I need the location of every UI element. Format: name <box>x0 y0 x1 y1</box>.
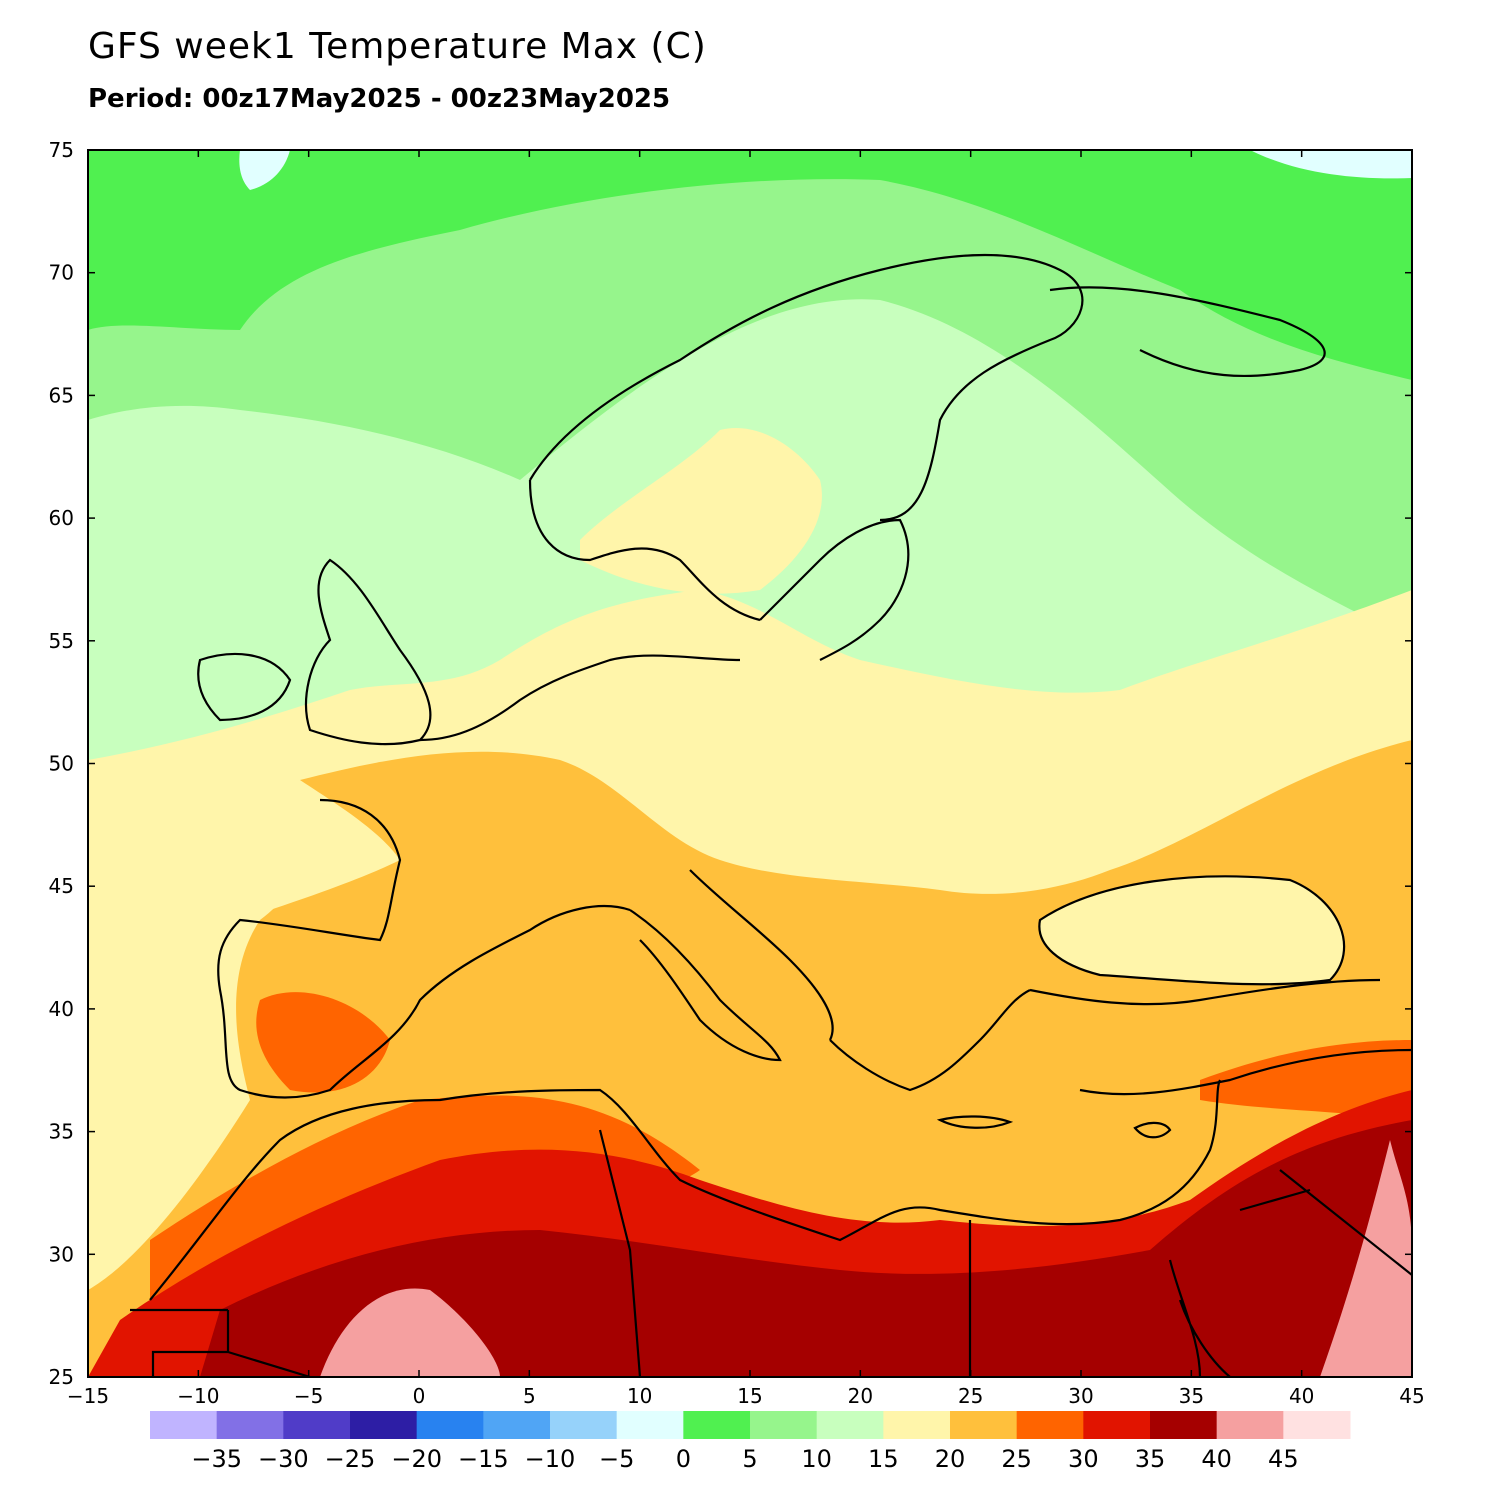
legend-swatch <box>350 1411 418 1439</box>
map-title: GFS week1 Temperature Max (C) <box>88 26 707 67</box>
legend-swatch <box>950 1411 1018 1439</box>
legend-swatch <box>216 1411 284 1439</box>
coastlines <box>130 253 1412 1377</box>
x-axis: −15 −10 −5 0 5 10 15 20 25 30 35 40 45 <box>67 150 1425 1408</box>
x-tick-label: 35 <box>1179 1384 1204 1408</box>
x-tick-label: −15 <box>67 1384 109 1408</box>
y-tick-label: 60 <box>49 506 74 530</box>
legend-swatch <box>1283 1411 1351 1439</box>
x-tick-label: 15 <box>737 1384 762 1408</box>
legend-label: −20 <box>391 1445 442 1473</box>
x-tick-label: 5 <box>523 1384 536 1408</box>
legend-labels: −35 −30 −25 −20 −15 −10 −5 0 5 10 15 20 25 30 35 40 45 <box>191 1445 1298 1473</box>
legend-swatch <box>1016 1411 1084 1439</box>
y-tick-label: 30 <box>49 1242 74 1266</box>
y-tick-label: 50 <box>49 752 74 776</box>
legend-swatch <box>550 1411 618 1439</box>
legend-label: −25 <box>325 1445 376 1473</box>
y-tick-label: 45 <box>49 874 74 898</box>
legend-swatch <box>416 1411 484 1439</box>
legend-swatch <box>750 1411 818 1439</box>
legend-label: −35 <box>191 1445 242 1473</box>
x-tick-label: −10 <box>177 1384 219 1408</box>
x-tick-label: 20 <box>848 1384 873 1408</box>
legend-label: 20 <box>935 1445 966 1473</box>
period-subtitle: Period: 00z17May2025 - 00z23May2025 <box>88 84 671 114</box>
legend-label: 40 <box>1201 1445 1232 1473</box>
legend-swatch <box>883 1411 951 1439</box>
x-tick-label: 25 <box>958 1384 983 1408</box>
x-tick-label: 40 <box>1289 1384 1314 1408</box>
legend-label: −15 <box>458 1445 509 1473</box>
y-tick-label: 75 <box>49 138 74 162</box>
x-tick-label: 45 <box>1399 1384 1424 1408</box>
x-tick-label: 10 <box>627 1384 652 1408</box>
legend-label: −30 <box>258 1445 309 1473</box>
legend-swatch <box>616 1411 684 1439</box>
y-tick-label: 35 <box>49 1120 74 1144</box>
legend-swatch <box>816 1411 884 1439</box>
color-legend <box>150 1411 1351 1439</box>
temperature-field <box>88 150 1412 1377</box>
legend-label: 15 <box>868 1445 899 1473</box>
legend-label: −10 <box>525 1445 576 1473</box>
legend-label: −5 <box>599 1445 634 1473</box>
y-tick-label: 55 <box>49 629 74 653</box>
legend-label: 35 <box>1135 1445 1166 1473</box>
y-axis: 75 70 65 60 55 50 45 40 35 30 25 <box>49 138 1412 1389</box>
legend-label: 0 <box>676 1445 691 1473</box>
legend-label: 5 <box>742 1445 757 1473</box>
y-tick-label: 40 <box>49 997 74 1021</box>
y-tick-label: 65 <box>49 383 74 407</box>
legend-label: 10 <box>801 1445 832 1473</box>
legend-label: 25 <box>1001 1445 1032 1473</box>
x-tick-label: −5 <box>294 1384 323 1408</box>
legend-swatch <box>483 1411 551 1439</box>
legend-label: 45 <box>1268 1445 1299 1473</box>
legend-swatch <box>150 1411 218 1439</box>
legend-swatch <box>683 1411 751 1439</box>
legend-swatch <box>1216 1411 1284 1439</box>
y-tick-label: 70 <box>49 261 74 285</box>
x-tick-label: 0 <box>413 1384 426 1408</box>
legend-swatch <box>1150 1411 1218 1439</box>
x-tick-label: 30 <box>1068 1384 1093 1408</box>
legend-label: 30 <box>1068 1445 1099 1473</box>
legend-swatch <box>283 1411 351 1439</box>
legend-swatch <box>1083 1411 1151 1439</box>
y-tick-label: 25 <box>49 1365 74 1389</box>
